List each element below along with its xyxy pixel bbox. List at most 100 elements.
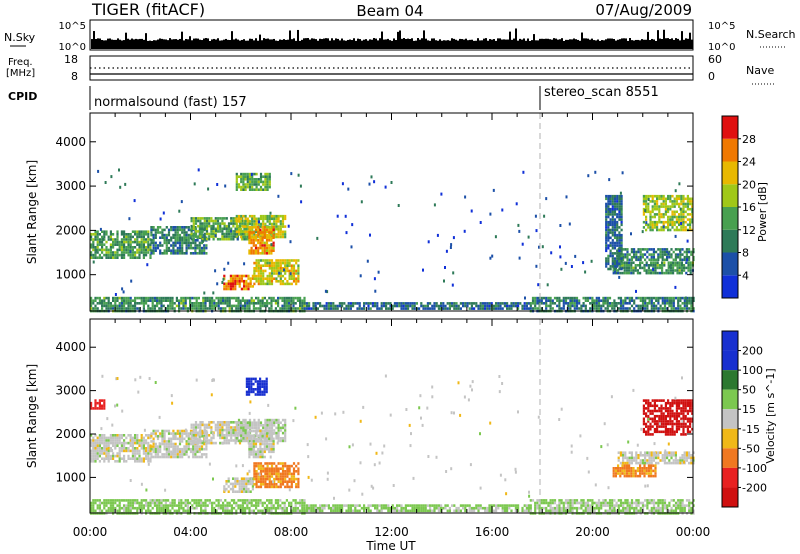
data-cell — [263, 393, 266, 396]
data-cell — [213, 302, 216, 305]
data-cell — [118, 439, 121, 442]
data-cell — [262, 222, 265, 226]
data-cell — [116, 460, 119, 463]
data-cell — [107, 256, 110, 259]
data-cell — [103, 501, 106, 505]
data-cell — [691, 200, 694, 203]
data-cell — [90, 454, 93, 458]
data-cell — [192, 453, 195, 456]
data-cell — [613, 207, 617, 211]
data-cell — [96, 504, 99, 507]
data-cell — [650, 258, 653, 262]
nsky-bar — [285, 39, 287, 49]
data-cell — [253, 233, 256, 236]
data-cell — [268, 445, 271, 448]
data-cell — [613, 265, 617, 268]
data-cell — [189, 302, 192, 305]
data-cell — [225, 436, 228, 440]
data-cell — [120, 248, 123, 252]
nsky-bar — [509, 31, 511, 49]
data-cell — [165, 450, 168, 454]
scatter-cell — [451, 283, 454, 287]
data-cell — [618, 252, 621, 255]
data-cell — [288, 480, 291, 483]
data-cell — [683, 296, 686, 300]
data-cell — [680, 215, 683, 219]
data-cell — [136, 307, 139, 310]
data-cell — [187, 434, 190, 438]
data-cell — [253, 424, 256, 427]
data-cell — [363, 302, 366, 305]
data-cell — [265, 385, 268, 388]
data-cell — [248, 382, 251, 386]
data-cell — [284, 421, 287, 424]
data-cell — [531, 296, 535, 300]
data-cell — [266, 180, 269, 184]
data-cell — [257, 241, 260, 245]
data-cell — [256, 390, 259, 394]
data-cell — [147, 243, 150, 246]
data-cell — [262, 475, 265, 478]
data-cell — [272, 445, 275, 448]
nsky-bar — [633, 40, 635, 49]
data-cell — [118, 509, 121, 513]
data-cell — [181, 246, 184, 250]
data-cell — [259, 299, 262, 302]
data-cell — [270, 267, 274, 270]
data-cell — [240, 217, 243, 221]
data-cell — [240, 434, 243, 437]
data-cell — [642, 207, 645, 211]
nsky-bar — [159, 38, 161, 49]
nsky-bar — [485, 38, 487, 49]
data-cell — [142, 449, 145, 453]
data-cell — [422, 307, 425, 310]
data-cell — [246, 175, 249, 178]
data-cell — [101, 509, 104, 513]
data-cell — [254, 377, 257, 381]
nsky-bar — [139, 38, 141, 49]
data-cell — [238, 285, 241, 288]
data-cell — [281, 225, 285, 228]
data-cell — [199, 222, 202, 225]
data-cell — [184, 302, 187, 305]
nsky-bar — [601, 40, 603, 49]
data-cell — [174, 437, 177, 441]
data-cell — [226, 304, 229, 308]
data-cell — [114, 256, 117, 259]
data-cell — [138, 248, 141, 252]
data-cell — [142, 444, 145, 447]
nsky-bar — [443, 40, 445, 49]
scatter-cell — [433, 203, 436, 207]
data-cell — [536, 302, 539, 305]
data-cell — [174, 231, 177, 234]
data-cell — [246, 172, 249, 176]
data-cell — [647, 210, 650, 214]
data-cell — [234, 287, 237, 291]
data-cell — [582, 302, 585, 305]
data-cell — [142, 452, 145, 455]
data-cell — [286, 483, 289, 486]
data-cell — [690, 253, 693, 256]
data-cell — [172, 252, 175, 255]
data-cell — [257, 480, 260, 483]
scatter-cell — [584, 270, 587, 274]
data-cell — [358, 307, 361, 310]
data-cell — [688, 258, 691, 262]
data-cell — [650, 299, 653, 302]
data-cell — [255, 302, 258, 305]
data-cell — [613, 236, 617, 240]
data-cell — [248, 424, 252, 427]
nsky-bar — [307, 38, 309, 49]
data-cell — [479, 304, 482, 308]
data-cell — [263, 296, 266, 300]
data-cell — [127, 509, 130, 513]
data-cell — [281, 261, 285, 265]
data-cell — [645, 228, 648, 232]
data-cell — [234, 436, 237, 440]
data-cell — [692, 299, 695, 302]
data-cell — [208, 302, 211, 305]
data-cell — [686, 218, 689, 221]
data-cell — [235, 217, 238, 221]
data-cell — [129, 436, 132, 440]
data-cell — [279, 272, 282, 275]
